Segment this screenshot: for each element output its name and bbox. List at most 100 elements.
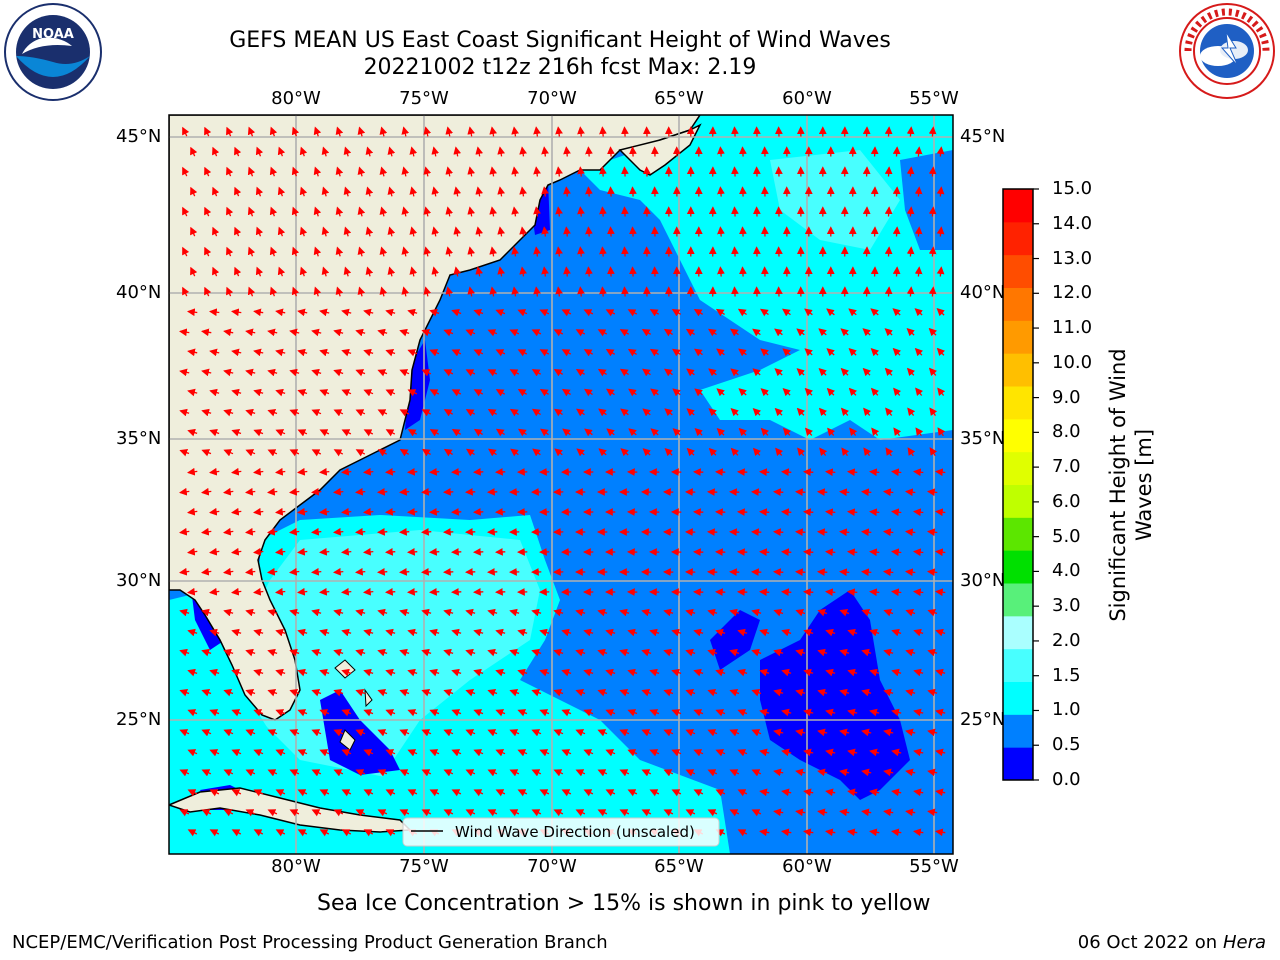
wind-wave-arrow — [554, 448, 563, 457]
wind-wave-arrow — [893, 427, 902, 436]
wind-wave-arrow — [775, 447, 784, 457]
wind-wave-arrow — [333, 769, 344, 777]
wind-wave-arrow — [826, 348, 835, 357]
wind-wave-arrow — [739, 266, 747, 277]
wind-wave-arrow — [649, 749, 660, 757]
wind-wave-arrow — [927, 688, 938, 697]
wind-wave-arrow — [275, 587, 286, 596]
wind-wave-arrow — [223, 328, 234, 337]
wind-wave-arrow — [751, 729, 762, 737]
wind-wave-arrow — [201, 408, 212, 417]
wind-wave-arrow — [255, 186, 264, 197]
wind-wave-arrow — [355, 729, 366, 737]
wind-wave-arrow — [773, 688, 784, 697]
wind-wave-arrow — [575, 369, 585, 377]
wind-wave-arrow — [363, 348, 374, 357]
colorbar-level-15.0+ — [1003, 189, 1033, 223]
wind-wave-arrow — [311, 608, 322, 617]
wind-wave-arrow — [253, 668, 264, 677]
wind-wave-arrow — [585, 226, 593, 237]
wind-wave-arrow — [473, 749, 484, 757]
wind-wave-arrow — [891, 748, 902, 757]
wind-wave-arrow — [289, 449, 300, 457]
wind-wave-arrow — [871, 427, 880, 437]
wind-wave-arrow — [533, 206, 541, 217]
wind-wave-arrow — [267, 487, 278, 496]
wind-wave-arrow — [796, 368, 805, 377]
wind-wave-arrow — [289, 487, 300, 496]
wind-wave-arrow — [445, 206, 454, 217]
wind-wave-arrow — [234, 186, 242, 197]
wind-wave-arrow — [906, 166, 915, 177]
wind-wave-arrow — [562, 428, 571, 437]
wind-wave-arrow — [319, 389, 330, 397]
wind-wave-arrow — [671, 789, 682, 797]
wind-wave-arrow — [289, 729, 300, 737]
wind-wave-arrow — [245, 328, 256, 337]
wind-wave-arrow — [715, 308, 725, 317]
wind-wave-arrow — [533, 286, 541, 297]
wind-wave-arrow — [729, 769, 740, 777]
wind-wave-arrow — [401, 206, 410, 217]
wind-wave-arrow — [289, 368, 300, 377]
wind-wave-arrow — [707, 809, 718, 817]
wind-wave-arrow — [201, 689, 212, 697]
wind-wave-arrow — [936, 146, 945, 157]
wind-wave-arrow — [840, 328, 849, 337]
wind-wave-arrow — [928, 166, 937, 177]
wind-wave-arrow — [869, 548, 880, 557]
wind-wave-arrow — [751, 648, 762, 657]
wind-wave-arrow — [583, 749, 594, 757]
wind-wave-arrow — [861, 528, 872, 537]
wind-wave-arrow — [297, 628, 308, 637]
wind-wave-arrow — [497, 146, 505, 157]
wind-wave-arrow — [387, 266, 396, 277]
wind-wave-arrow — [716, 427, 725, 437]
wind-wave-arrow — [267, 328, 278, 337]
wind-wave-arrow — [245, 408, 256, 417]
wind-wave-arrow — [861, 568, 872, 577]
wind-wave-arrow — [619, 368, 629, 377]
wind-wave-arrow — [341, 429, 352, 437]
wind-wave-arrow — [511, 126, 519, 137]
wind-wave-arrow — [289, 608, 300, 617]
wind-wave-arrow — [429, 389, 440, 397]
wind-wave-arrow — [891, 708, 902, 717]
wind-wave-arrow — [495, 349, 506, 357]
wind-wave-arrow — [539, 668, 550, 677]
wind-wave-arrow — [201, 648, 212, 657]
wind-wave-arrow — [883, 768, 894, 777]
wind-wave-arrow — [333, 449, 344, 457]
wind-wave-arrow — [209, 547, 220, 556]
colorbar-tick-0.5: 0.5 — [1052, 734, 1081, 756]
wind-wave-arrow — [839, 688, 850, 697]
wind-wave-arrow — [333, 648, 344, 657]
wind-wave-arrow — [935, 548, 946, 557]
wind-wave-arrow — [649, 348, 659, 357]
wind-wave-arrow — [869, 748, 880, 757]
wind-wave-arrow — [363, 507, 374, 516]
wind-wave-arrow — [451, 429, 462, 437]
wind-wave-arrow — [737, 308, 747, 317]
wind-wave-arrow — [443, 329, 454, 337]
wind-wave-arrow — [399, 648, 410, 657]
lon-tick-top-80w: 80°W — [271, 88, 321, 109]
wind-wave-arrow — [277, 186, 286, 197]
wind-wave-arrow — [319, 308, 330, 317]
wind-wave-arrow — [277, 266, 286, 277]
wind-wave-arrow — [473, 349, 484, 357]
wind-wave-arrow — [606, 428, 615, 437]
wind-wave-arrow — [465, 329, 476, 337]
wind-wave-arrow — [365, 146, 374, 157]
colorbar-tick-10.0: 10.0 — [1052, 351, 1093, 373]
wind-wave-arrow — [707, 648, 718, 657]
wind-wave-arrow — [187, 467, 198, 476]
wind-wave-arrow — [891, 508, 902, 517]
wind-wave-arrow — [936, 226, 945, 237]
wind-wave-arrow — [642, 448, 651, 457]
wind-wave-arrow — [605, 709, 616, 717]
wind-wave-arrow — [935, 508, 946, 517]
wind-wave-arrow — [553, 809, 564, 817]
wind-wave-arrow — [541, 146, 549, 157]
colorbar-tick-0.0: 0.0 — [1052, 769, 1081, 790]
